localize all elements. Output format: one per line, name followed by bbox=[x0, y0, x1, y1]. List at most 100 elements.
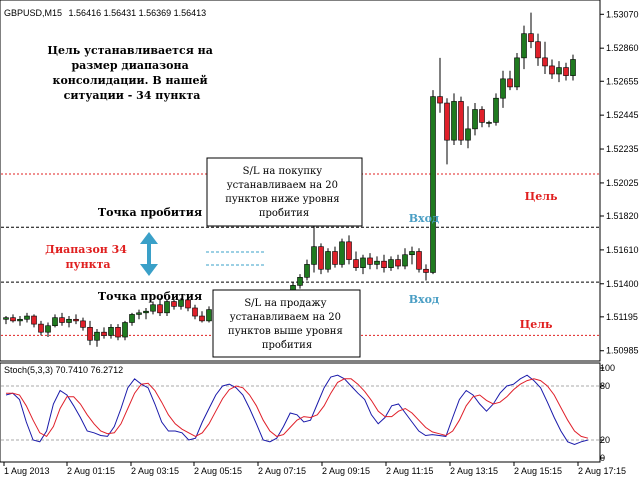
candle bbox=[549, 59, 555, 79]
price-axis: 1.53070 1.52860 1.52655 1.52445 1.52235 1.520… bbox=[600, 9, 639, 356]
candle bbox=[458, 96, 464, 145]
candle bbox=[367, 253, 373, 270]
candle bbox=[66, 316, 72, 328]
price-tick-label: 1.51610 bbox=[606, 245, 639, 255]
candle bbox=[472, 103, 478, 136]
stochastic-pane[interactable]: 100 80 20 0 Stoch(5,3,3) 70.7410 76.2712 bbox=[0, 362, 615, 463]
time-tick-label: 2 Aug 15:15 bbox=[514, 466, 562, 476]
candle bbox=[3, 316, 9, 325]
candle bbox=[52, 314, 58, 328]
sl-sell-box: S/L на продажу устанавливаем на 20 пункт… bbox=[212, 289, 361, 358]
candle bbox=[493, 93, 499, 126]
candle bbox=[297, 274, 303, 289]
time-tick-label: 2 Aug 09:15 bbox=[322, 466, 370, 476]
candle bbox=[164, 299, 170, 317]
range-label-line-1: Диапазон 34 bbox=[45, 243, 127, 256]
stochastic-lines bbox=[1, 374, 599, 446]
sl-sell-line-1: S/L на продажу bbox=[244, 298, 326, 309]
candle bbox=[346, 235, 352, 265]
price-tick-label: 1.52860 bbox=[606, 43, 639, 53]
sl-sell-line-4: пробития bbox=[262, 340, 312, 351]
candle bbox=[542, 41, 548, 74]
candle bbox=[31, 314, 37, 328]
candle bbox=[500, 70, 506, 108]
candle bbox=[80, 317, 86, 331]
candles bbox=[3, 12, 576, 347]
candle bbox=[143, 307, 149, 320]
candle bbox=[38, 320, 44, 336]
price-pane[interactable]: 1.53070 1.52860 1.52655 1.52445 1.52235 1.520… bbox=[0, 0, 639, 362]
candle bbox=[444, 98, 450, 165]
candle bbox=[311, 219, 317, 273]
candle bbox=[178, 298, 184, 310]
candle bbox=[528, 12, 534, 49]
candle bbox=[514, 53, 520, 91]
time-tick-label: 1 Aug 2013 bbox=[4, 466, 50, 476]
candle bbox=[192, 304, 198, 320]
candle bbox=[157, 298, 163, 317]
candle bbox=[87, 320, 93, 346]
price-tick-label: 1.51400 bbox=[606, 279, 639, 289]
candle bbox=[122, 320, 128, 341]
candle bbox=[206, 306, 212, 323]
candle bbox=[129, 312, 135, 326]
top-note-line-3: консолидации. В нашей bbox=[53, 74, 208, 87]
top-note-line-4: ситуации - 34 пункта bbox=[64, 89, 201, 102]
candle bbox=[24, 312, 30, 323]
top-note: Цель устанавливается на размер диапазона… bbox=[47, 44, 216, 102]
target-label-lower: Цель bbox=[520, 318, 553, 331]
price-tick-label: 1.51820 bbox=[606, 211, 639, 221]
time-tick-label: 2 Aug 17:15 bbox=[578, 466, 626, 476]
target-label-upper: Цель bbox=[525, 190, 558, 203]
candle bbox=[108, 324, 114, 339]
time-tick-label: 2 Aug 07:15 bbox=[258, 466, 306, 476]
stochastic-tick-label: 0 bbox=[600, 453, 605, 463]
candle bbox=[423, 264, 429, 281]
candle bbox=[395, 254, 401, 270]
stochastic-tick-label: 20 bbox=[600, 435, 610, 445]
stochastic-tick-label: 100 bbox=[600, 363, 615, 373]
candle bbox=[430, 90, 436, 275]
sl-buy-line-4: пробития bbox=[259, 208, 309, 219]
candle bbox=[59, 312, 65, 326]
candle bbox=[479, 106, 485, 128]
symbol-name: GBPUSD,M15 bbox=[4, 8, 62, 18]
stochastic-main-line bbox=[5, 374, 589, 446]
candle bbox=[416, 248, 422, 273]
candle bbox=[73, 314, 79, 325]
candle bbox=[150, 301, 156, 315]
candle bbox=[486, 120, 492, 128]
candle bbox=[136, 309, 142, 320]
stochastic-axis: 100 80 20 0 bbox=[600, 363, 615, 463]
sl-buy-line-1: S/L на покупку bbox=[243, 166, 323, 177]
sl-buy-line-2: устанавливаем на 20 bbox=[227, 180, 338, 191]
candle bbox=[374, 256, 380, 270]
candle bbox=[381, 254, 387, 273]
stochastic-label: Stoch(5,3,3) 70.7410 76.2712 bbox=[4, 365, 123, 375]
candle bbox=[402, 248, 408, 270]
price-tick-label: 1.52655 bbox=[606, 76, 639, 86]
top-note-line-1: Цель устанавливается на bbox=[47, 44, 213, 57]
candle bbox=[563, 62, 569, 81]
candle bbox=[507, 70, 513, 91]
sl-buy-box: S/L на покупку устанавливаем на 20 пункт… bbox=[206, 157, 363, 227]
price-tick-label: 1.52025 bbox=[606, 178, 639, 188]
time-axis: 1 Aug 2013 2 Aug 01:15 2 Aug 03:15 2 Aug 05… bbox=[3, 462, 626, 476]
symbol-label: GBPUSD,M15 1.56416 1.56431 1.56369 1.564… bbox=[4, 8, 206, 18]
stochastic-signal-line bbox=[6, 378, 589, 439]
price-tick-label: 1.52235 bbox=[606, 144, 639, 154]
svg-text:S/L на продажу устанав: S/L на продажу устанавливаем на 20 пункт… bbox=[228, 298, 346, 351]
candle bbox=[388, 256, 394, 271]
ohlc-values: 1.56416 1.56431 1.56369 1.56413 bbox=[69, 8, 207, 18]
candle bbox=[556, 61, 562, 83]
candle bbox=[325, 248, 331, 273]
svg-text:S/L на покупку устанав: S/L на покупку устанавливаем на 20 пункт… bbox=[225, 166, 343, 219]
candle bbox=[185, 298, 191, 312]
candle bbox=[10, 314, 16, 323]
time-tick-label: 2 Aug 11:15 bbox=[386, 466, 433, 476]
candle bbox=[353, 251, 359, 271]
time-tick-label: 2 Aug 03:15 bbox=[131, 466, 179, 476]
candle bbox=[115, 324, 121, 341]
top-note-line-2: размер диапазона bbox=[71, 59, 188, 72]
